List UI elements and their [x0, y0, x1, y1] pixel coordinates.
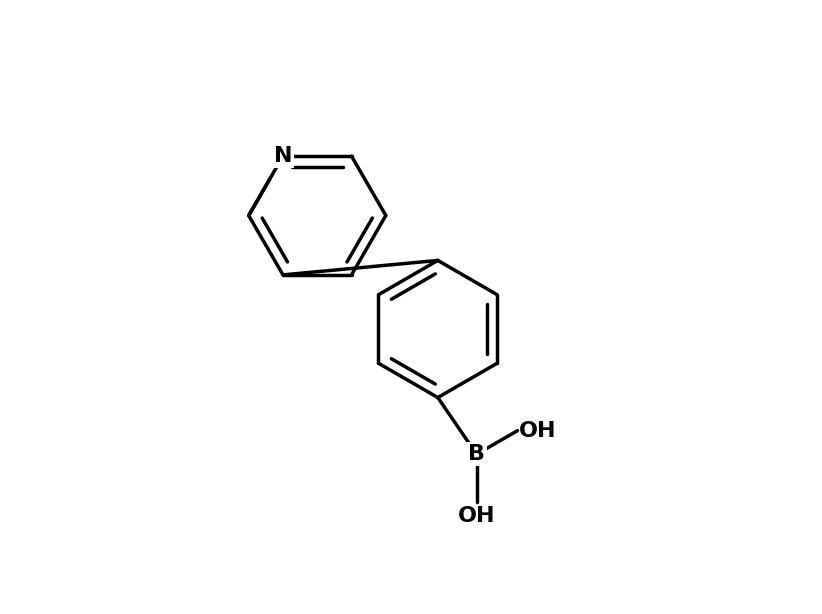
Text: OH: OH — [458, 507, 496, 526]
Text: OH: OH — [519, 421, 556, 441]
Text: N: N — [274, 146, 293, 166]
Text: B: B — [468, 445, 485, 464]
